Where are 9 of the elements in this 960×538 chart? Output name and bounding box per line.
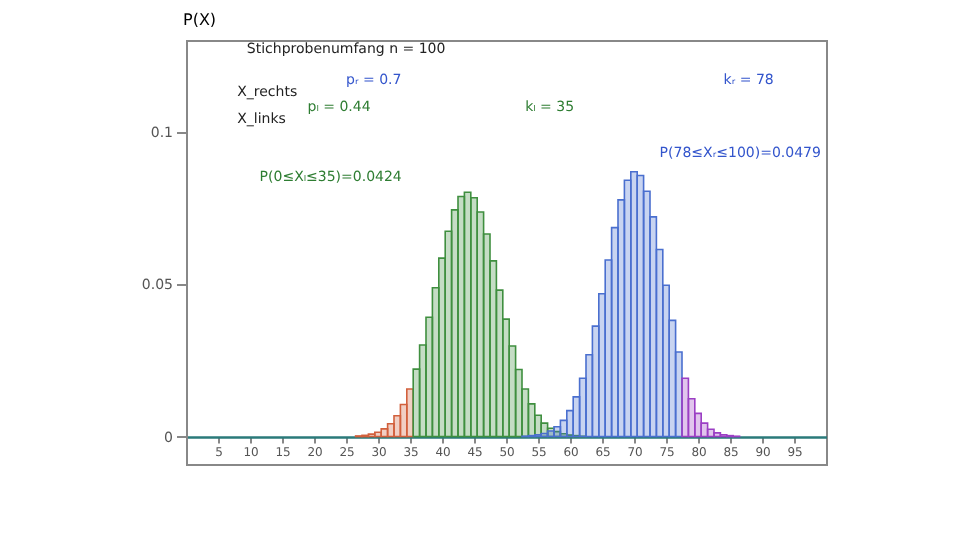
bar <box>700 422 709 438</box>
bar <box>521 388 530 438</box>
bar <box>572 396 581 438</box>
y-axis-title: P(X) <box>183 11 217 29</box>
bar <box>668 319 677 438</box>
bar <box>681 377 690 438</box>
bar <box>489 260 498 438</box>
bar <box>706 428 715 438</box>
bar <box>508 345 517 438</box>
